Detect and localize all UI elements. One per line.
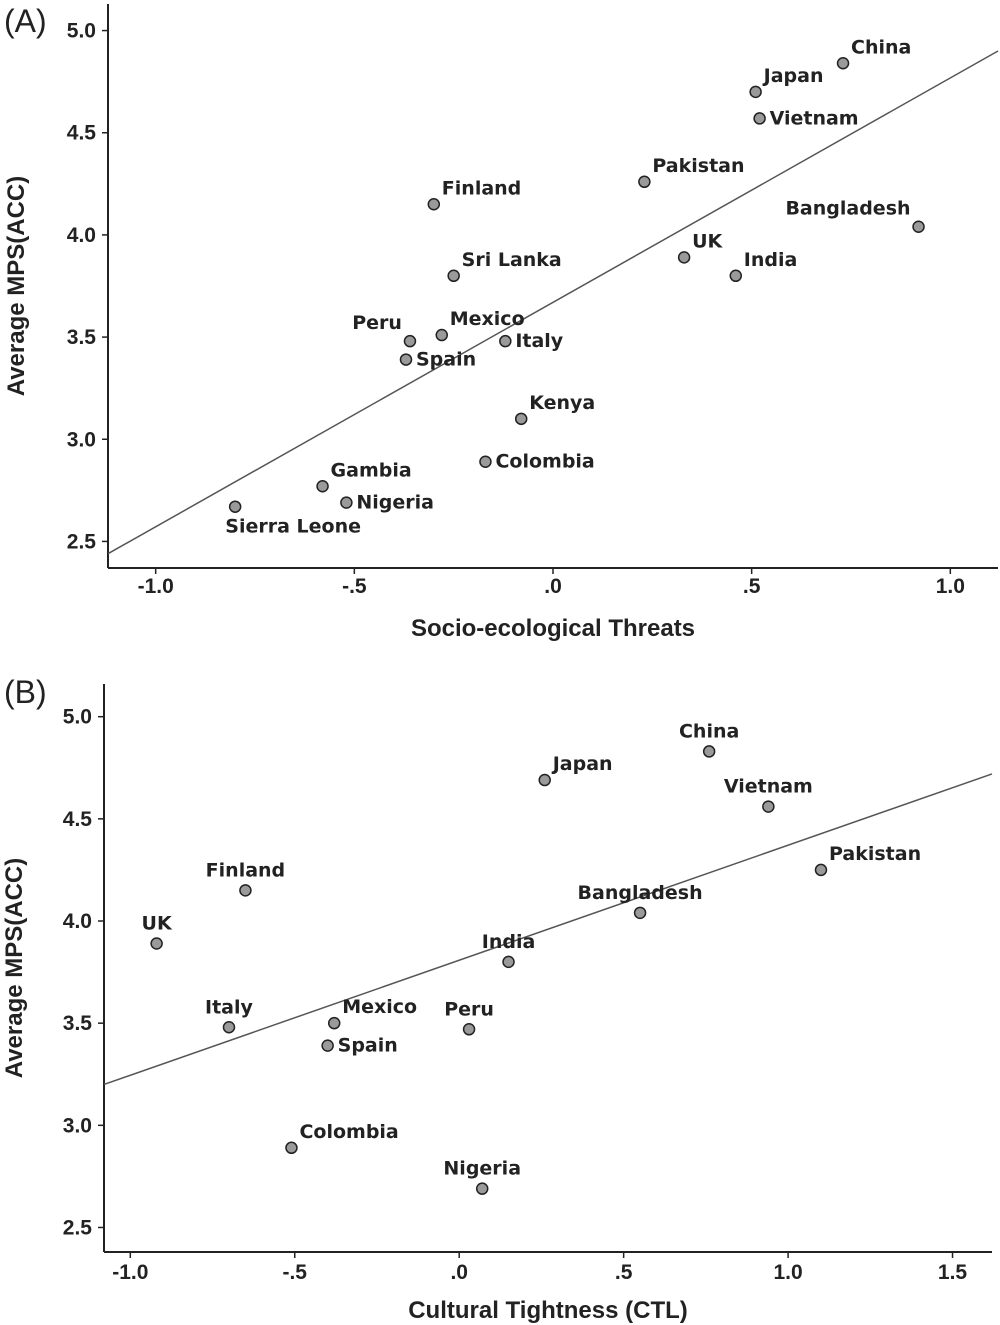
point-label: Bangladesh [785, 198, 910, 220]
data-point-pakistan [638, 175, 651, 189]
point-label: Mexico [450, 308, 525, 330]
data-point-bangladesh [633, 906, 647, 920]
y-axis-title: Average MPS(ACC) [3, 176, 30, 397]
x-tick-label: -.5 [342, 575, 367, 598]
point-label: India [482, 931, 536, 953]
y-tick-label: 3.0 [63, 1114, 92, 1137]
panel-label: (A) [4, 3, 47, 39]
panel-b: (B) 2.5 3.0 3.5 4.0 4.5 5.0 -1.0 -.5 .0 .5 1.0 1.5 Cu… [1, 674, 993, 1324]
data-point-colombia [285, 1141, 298, 1155]
data-point-nigeria [340, 496, 353, 509]
x-tick-label: .0 [450, 1261, 468, 1284]
point-label: Pakistan [829, 843, 921, 865]
x-tick-label: -.5 [282, 1261, 307, 1284]
y-tick-label: 4.0 [67, 224, 96, 247]
point-label: Sri Lanka [462, 249, 562, 271]
data-point-bangladesh [912, 220, 925, 233]
y-tick-label: 4.5 [63, 808, 93, 831]
point-label: Pakistan [652, 155, 744, 177]
x-tick-label: 1.5 [938, 1261, 968, 1284]
data-point-kenya [514, 412, 528, 426]
data-point-italy [499, 334, 512, 348]
y-axis-title: Average MPS(ACC) [1, 858, 28, 1079]
data-point-india [502, 955, 515, 969]
point-label: Peru [352, 312, 402, 334]
point-label: Spain [416, 349, 476, 371]
y-tick-label: 2.5 [63, 1216, 93, 1239]
y-tick-label: 5.0 [63, 706, 92, 729]
regression-line [107, 50, 999, 555]
point-label: Japan [551, 753, 613, 775]
point-label: Mexico [342, 996, 417, 1018]
data-point-uk [150, 937, 163, 950]
data-point-mexico [435, 328, 448, 342]
point-label: Gambia [331, 459, 412, 481]
point-label: UK [142, 912, 173, 934]
point-label: Colombia [495, 451, 594, 473]
data-point-mexico [327, 1016, 341, 1030]
data-point-italy [222, 1021, 236, 1034]
point-label: Japan [762, 65, 824, 87]
x-axis-title: Cultural Tightness (CTL) [408, 1297, 688, 1324]
point-label: Finland [442, 177, 521, 199]
point-label: Italy [205, 996, 253, 1018]
data-point-finland [427, 198, 441, 211]
x-tick-label: .0 [544, 575, 562, 598]
point-label: Italy [515, 330, 563, 352]
data-point-gambia [316, 480, 329, 493]
x-axis-title: Socio-ecological Threats [411, 615, 695, 642]
y-tick-label: 3.0 [67, 428, 96, 451]
point-label: Nigeria [443, 1158, 521, 1180]
point-label: Kenya [529, 392, 595, 414]
data-point-uk [677, 251, 691, 264]
data-point-pakistan [814, 863, 828, 877]
data-point-japan [538, 773, 551, 787]
data-point-china [702, 745, 716, 758]
x-tick-label: -1.0 [112, 1261, 148, 1284]
point-label: Sierra Leone [225, 516, 361, 538]
point-label: Nigeria [356, 492, 434, 514]
point-label: Finland [206, 859, 285, 881]
y-tick-label: 5.0 [67, 20, 96, 43]
data-point-china [836, 57, 850, 70]
x-tick-label: .5 [743, 575, 761, 598]
y-tick-label: 3.5 [67, 326, 97, 349]
point-label: Peru [444, 998, 494, 1020]
x-tick-label: -1.0 [138, 575, 174, 598]
point-label: Colombia [299, 1121, 398, 1143]
data-point-vietnam [762, 800, 775, 813]
data-point-spain [399, 353, 413, 366]
x-tick-label: .5 [615, 1261, 633, 1284]
data-point-japan [749, 85, 762, 99]
point-label: Vietnam [724, 776, 813, 798]
point-label: Vietnam [770, 107, 859, 129]
point-label: UK [692, 230, 723, 252]
point-label: China [679, 720, 739, 742]
data-point-peru [462, 1023, 476, 1036]
point-label: India [744, 249, 798, 271]
data-point-nigeria [475, 1182, 489, 1195]
y-tick-label: 4.0 [63, 910, 92, 933]
data-point-sierra-leone [228, 500, 242, 513]
panel-label: (B) [4, 674, 47, 710]
x-tick-label: 1.0 [936, 575, 965, 598]
point-label: Spain [338, 1035, 398, 1057]
data-point-finland [239, 884, 252, 897]
y-tick-label: 3.5 [63, 1012, 93, 1035]
x-tick-label: 1.0 [773, 1261, 802, 1284]
data-point-peru [403, 334, 417, 348]
y-tick-label: 4.5 [67, 122, 97, 145]
data-point-vietnam [753, 112, 766, 125]
point-label: China [851, 36, 911, 58]
y-tick-label: 2.5 [67, 530, 97, 553]
data-point-sri-lanka [447, 269, 460, 283]
point-label: Bangladesh [578, 882, 703, 904]
data-point-spain [321, 1039, 334, 1052]
data-point-india [729, 269, 743, 283]
panel-a: (A) 2.5 3.0 3.5 4.0 4.5 5.0 -1.0 -.5 .0 .5 1.0 Socio… [3, 3, 999, 642]
regression-line [103, 773, 993, 1086]
data-point-colombia [479, 455, 492, 468]
